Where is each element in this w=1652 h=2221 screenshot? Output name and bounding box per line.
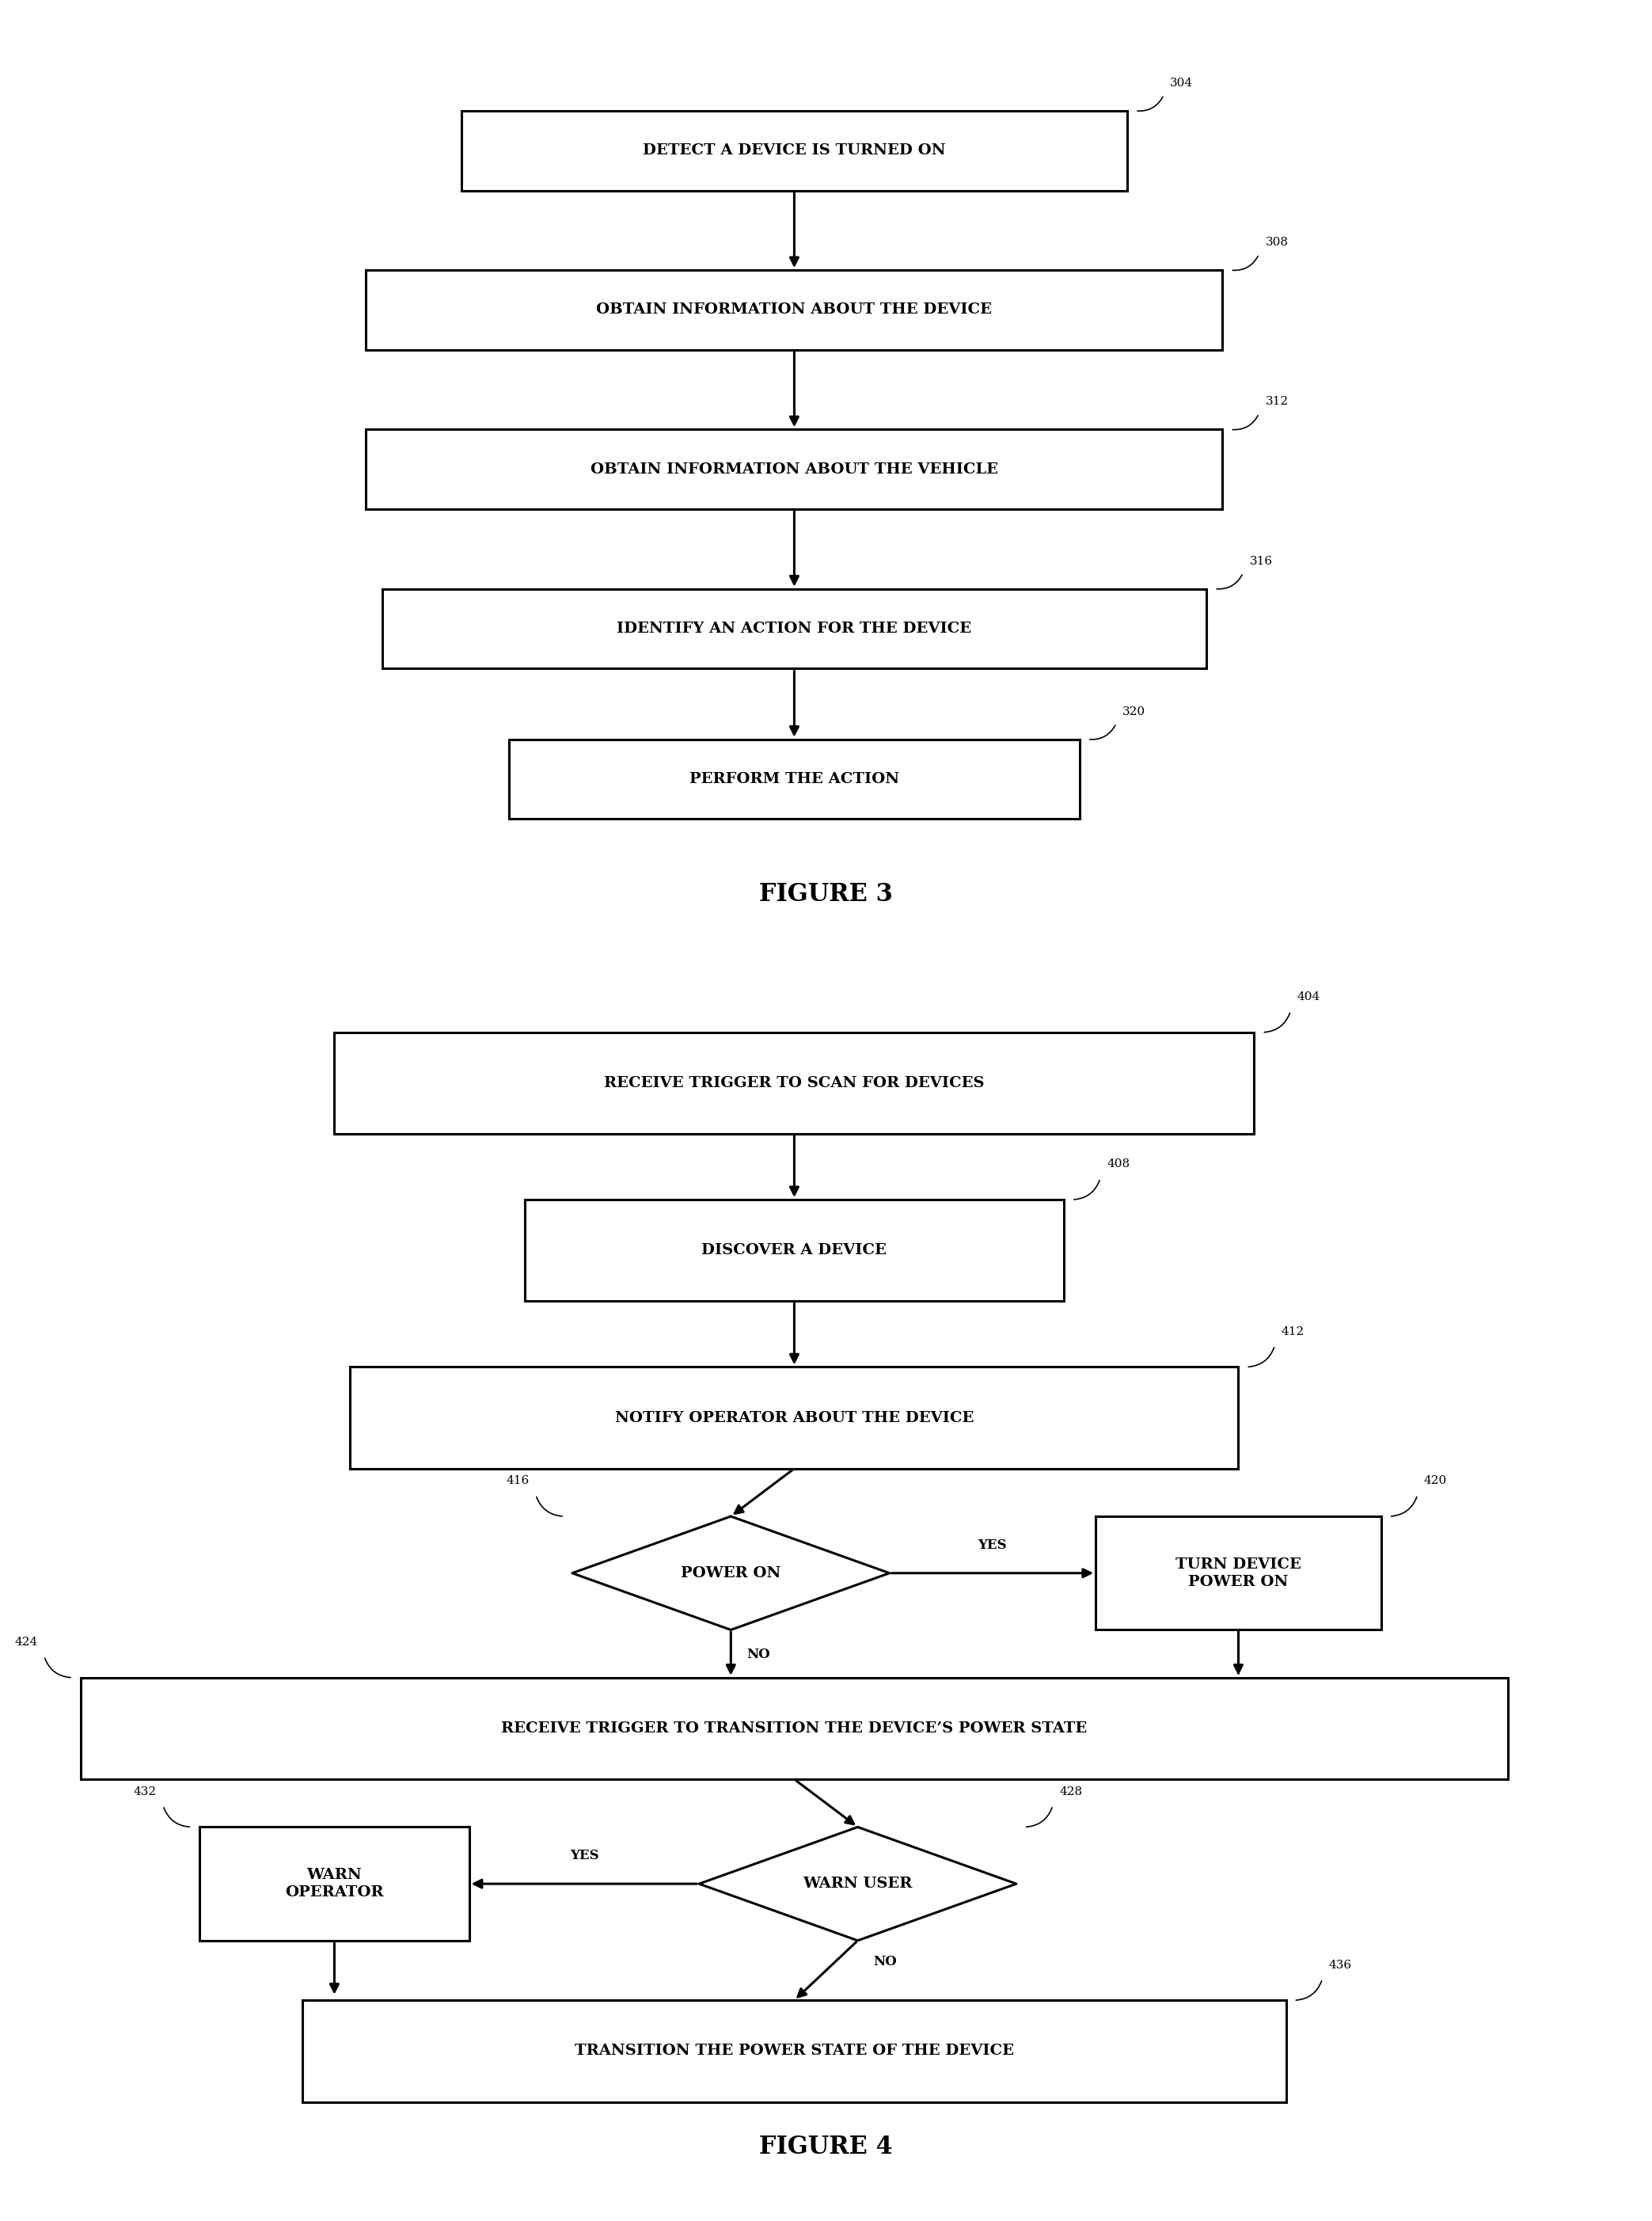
Bar: [81, 1677, 1508, 1779]
Text: 308: 308: [1265, 238, 1289, 249]
Text: IDENTIFY AN ACTION FOR THE DEVICE: IDENTIFY AN ACTION FOR THE DEVICE: [616, 622, 971, 635]
Text: OBTAIN INFORMATION ABOUT THE VEHICLE: OBTAIN INFORMATION ABOUT THE VEHICLE: [590, 462, 998, 478]
Text: YES: YES: [978, 1539, 1008, 1552]
Bar: [1095, 1517, 1381, 1630]
Text: DETECT A DEVICE IS TURNED ON: DETECT A DEVICE IS TURNED ON: [643, 144, 945, 158]
Text: TRANSITION THE POWER STATE OF THE DEVICE: TRANSITION THE POWER STATE OF THE DEVICE: [575, 2043, 1014, 2059]
Text: 304: 304: [1170, 78, 1193, 89]
Text: WARN
OPERATOR: WARN OPERATOR: [286, 1868, 383, 1899]
Text: RECEIVE TRIGGER TO TRANSITION THE DEVICE’S POWER STATE: RECEIVE TRIGGER TO TRANSITION THE DEVICE…: [501, 1721, 1087, 1735]
Bar: [509, 740, 1080, 820]
Bar: [367, 429, 1222, 509]
Bar: [350, 1366, 1239, 1468]
Text: 416: 416: [506, 1475, 529, 1486]
Text: 424: 424: [15, 1637, 38, 1648]
Text: 320: 320: [1123, 706, 1145, 717]
Bar: [367, 271, 1222, 349]
Text: PERFORM THE ACTION: PERFORM THE ACTION: [689, 773, 899, 786]
Text: 404: 404: [1297, 991, 1320, 1002]
Text: WARN USER: WARN USER: [803, 1877, 912, 1890]
Text: OBTAIN INFORMATION ABOUT THE DEVICE: OBTAIN INFORMATION ABOUT THE DEVICE: [596, 302, 993, 318]
Text: 412: 412: [1282, 1326, 1305, 1337]
Text: 408: 408: [1107, 1159, 1130, 1170]
Bar: [382, 589, 1206, 669]
Text: FIGURE 3: FIGURE 3: [760, 882, 892, 906]
Bar: [334, 1033, 1254, 1135]
Text: NO: NO: [747, 1648, 770, 1661]
Bar: [302, 2001, 1285, 2101]
Text: NO: NO: [874, 1954, 897, 1968]
Bar: [200, 1828, 469, 1941]
Text: NOTIFY OPERATOR ABOUT THE DEVICE: NOTIFY OPERATOR ABOUT THE DEVICE: [615, 1410, 973, 1426]
Text: 316: 316: [1249, 555, 1272, 566]
Text: RECEIVE TRIGGER TO SCAN FOR DEVICES: RECEIVE TRIGGER TO SCAN FOR DEVICES: [605, 1075, 985, 1091]
Text: 432: 432: [134, 1786, 157, 1797]
Text: 420: 420: [1424, 1475, 1447, 1486]
Text: 428: 428: [1059, 1786, 1082, 1797]
Text: FIGURE 4: FIGURE 4: [760, 2134, 892, 2159]
Text: POWER ON: POWER ON: [681, 1566, 781, 1579]
Text: DISCOVER A DEVICE: DISCOVER A DEVICE: [702, 1244, 887, 1257]
Text: 436: 436: [1328, 1959, 1351, 1970]
Text: TURN DEVICE
POWER ON: TURN DEVICE POWER ON: [1176, 1557, 1302, 1588]
Text: YES: YES: [570, 1848, 598, 1861]
Bar: [461, 111, 1127, 191]
Text: 312: 312: [1265, 395, 1289, 406]
Bar: [525, 1199, 1064, 1302]
